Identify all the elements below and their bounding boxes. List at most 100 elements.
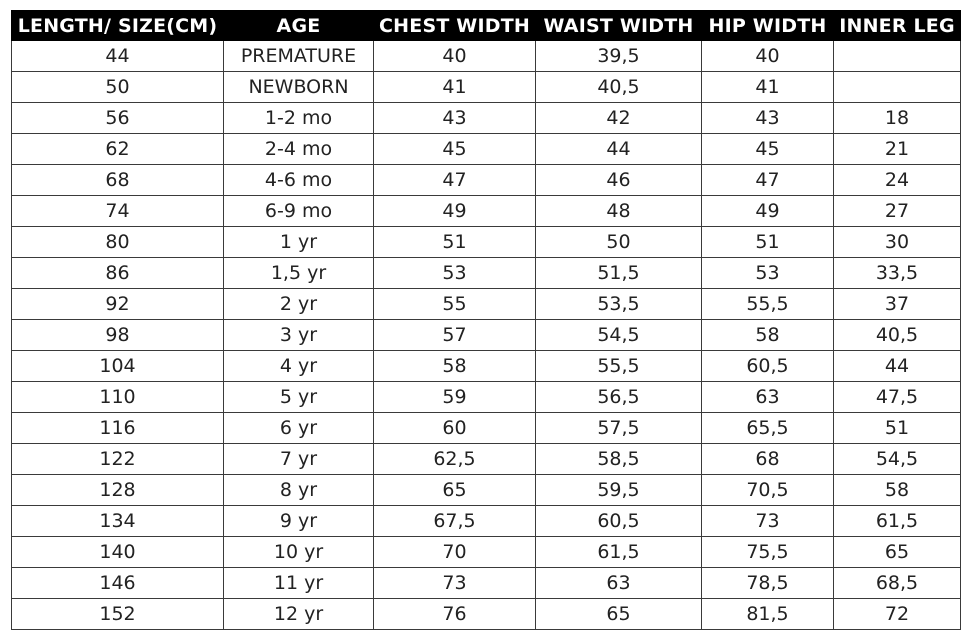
table-header: LENGTH/ SIZE(CM) AGE CHEST WIDTH WAIST W… (11, 10, 961, 41)
cell-inner-leg: 51 (833, 412, 961, 444)
cell-age: 1-2 mo (223, 102, 374, 134)
cell-waist-width: 63 (535, 567, 702, 599)
cell-length-size: 140 (11, 536, 224, 568)
table-row: 110 5 yr 59 56,5 63 47,5 (11, 381, 961, 413)
table-row: 92 2 yr 55 53,5 55,5 37 (11, 288, 961, 320)
cell-waist-width: 60,5 (535, 505, 702, 537)
cell-chest-width: 67,5 (373, 505, 536, 537)
cell-age: 2 yr (223, 288, 374, 320)
cell-inner-leg: 18 (833, 102, 961, 134)
cell-age: 3 yr (223, 319, 374, 351)
cell-chest-width: 43 (373, 102, 536, 134)
cell-chest-width: 45 (373, 133, 536, 165)
cell-length-size: 104 (11, 350, 224, 382)
table-row: 86 1,5 yr 53 51,5 53 33,5 (11, 257, 961, 289)
cell-hip-width: 43 (701, 102, 834, 134)
cell-hip-width: 49 (701, 195, 834, 227)
cell-inner-leg: 21 (833, 133, 961, 165)
cell-waist-width: 40,5 (535, 71, 702, 103)
cell-age: 9 yr (223, 505, 374, 537)
cell-length-size: 110 (11, 381, 224, 413)
cell-length-size: 68 (11, 164, 224, 196)
size-chart-table: LENGTH/ SIZE(CM) AGE CHEST WIDTH WAIST W… (11, 10, 961, 630)
cell-waist-width: 39,5 (535, 40, 702, 72)
cell-chest-width: 76 (373, 598, 536, 630)
table-row: 104 4 yr 58 55,5 60,5 44 (11, 350, 961, 382)
cell-waist-width: 50 (535, 226, 702, 258)
cell-chest-width: 40 (373, 40, 536, 72)
cell-length-size: 92 (11, 288, 224, 320)
table-row: 134 9 yr 67,5 60,5 73 61,5 (11, 505, 961, 537)
cell-hip-width: 55,5 (701, 288, 834, 320)
cell-waist-width: 54,5 (535, 319, 702, 351)
cell-length-size: 134 (11, 505, 224, 537)
cell-inner-leg: 27 (833, 195, 961, 227)
cell-hip-width: 78,5 (701, 567, 834, 599)
cell-age: 11 yr (223, 567, 374, 599)
cell-age: 6 yr (223, 412, 374, 444)
cell-hip-width: 47 (701, 164, 834, 196)
cell-inner-leg: 68,5 (833, 567, 961, 599)
cell-hip-width: 81,5 (701, 598, 834, 630)
cell-chest-width: 55 (373, 288, 536, 320)
cell-length-size: 44 (11, 40, 224, 72)
table-row: 50 NEWBORN 41 40,5 41 (11, 71, 961, 103)
cell-age: 2-4 mo (223, 133, 374, 165)
cell-age: 10 yr (223, 536, 374, 568)
cell-hip-width: 53 (701, 257, 834, 289)
cell-waist-width: 42 (535, 102, 702, 134)
cell-length-size: 98 (11, 319, 224, 351)
cell-waist-width: 57,5 (535, 412, 702, 444)
table-row: 122 7 yr 62,5 58,5 68 54,5 (11, 443, 961, 475)
cell-waist-width: 44 (535, 133, 702, 165)
cell-inner-leg: 30 (833, 226, 961, 258)
cell-age: 1 yr (223, 226, 374, 258)
header-row: LENGTH/ SIZE(CM) AGE CHEST WIDTH WAIST W… (11, 10, 961, 41)
cell-age: 12 yr (223, 598, 374, 630)
cell-waist-width: 59,5 (535, 474, 702, 506)
cell-waist-width: 48 (535, 195, 702, 227)
cell-waist-width: 56,5 (535, 381, 702, 413)
cell-chest-width: 58 (373, 350, 536, 382)
cell-hip-width: 51 (701, 226, 834, 258)
cell-waist-width: 61,5 (535, 536, 702, 568)
cell-inner-leg: 40,5 (833, 319, 961, 351)
header-age: AGE (223, 10, 374, 41)
cell-hip-width: 65,5 (701, 412, 834, 444)
cell-hip-width: 68 (701, 443, 834, 475)
cell-inner-leg: 44 (833, 350, 961, 382)
cell-age: 4-6 mo (223, 164, 374, 196)
cell-inner-leg: 47,5 (833, 381, 961, 413)
cell-waist-width: 46 (535, 164, 702, 196)
cell-chest-width: 57 (373, 319, 536, 351)
cell-length-size: 80 (11, 226, 224, 258)
table-row: 68 4-6 mo 47 46 47 24 (11, 164, 961, 196)
cell-length-size: 116 (11, 412, 224, 444)
table-row: 140 10 yr 70 61,5 75,5 65 (11, 536, 961, 568)
cell-hip-width: 60,5 (701, 350, 834, 382)
header-inner-leg: INNER LEG (833, 10, 961, 41)
cell-hip-width: 63 (701, 381, 834, 413)
cell-hip-width: 75,5 (701, 536, 834, 568)
cell-chest-width: 47 (373, 164, 536, 196)
cell-age: 6-9 mo (223, 195, 374, 227)
cell-length-size: 146 (11, 567, 224, 599)
cell-hip-width: 41 (701, 71, 834, 103)
cell-length-size: 62 (11, 133, 224, 165)
cell-hip-width: 70,5 (701, 474, 834, 506)
cell-age: 5 yr (223, 381, 374, 413)
cell-age: PREMATURE (223, 40, 374, 72)
cell-length-size: 122 (11, 443, 224, 475)
cell-inner-leg: 58 (833, 474, 961, 506)
cell-chest-width: 65 (373, 474, 536, 506)
cell-hip-width: 45 (701, 133, 834, 165)
table-row: 62 2-4 mo 45 44 45 21 (11, 133, 961, 165)
cell-hip-width: 58 (701, 319, 834, 351)
table-row: 56 1-2 mo 43 42 43 18 (11, 102, 961, 134)
cell-inner-leg: 65 (833, 536, 961, 568)
cell-age: 4 yr (223, 350, 374, 382)
cell-length-size: 86 (11, 257, 224, 289)
cell-inner-leg (833, 40, 961, 72)
header-chest-width: CHEST WIDTH (373, 10, 536, 41)
table-row: 146 11 yr 73 63 78,5 68,5 (11, 567, 961, 599)
